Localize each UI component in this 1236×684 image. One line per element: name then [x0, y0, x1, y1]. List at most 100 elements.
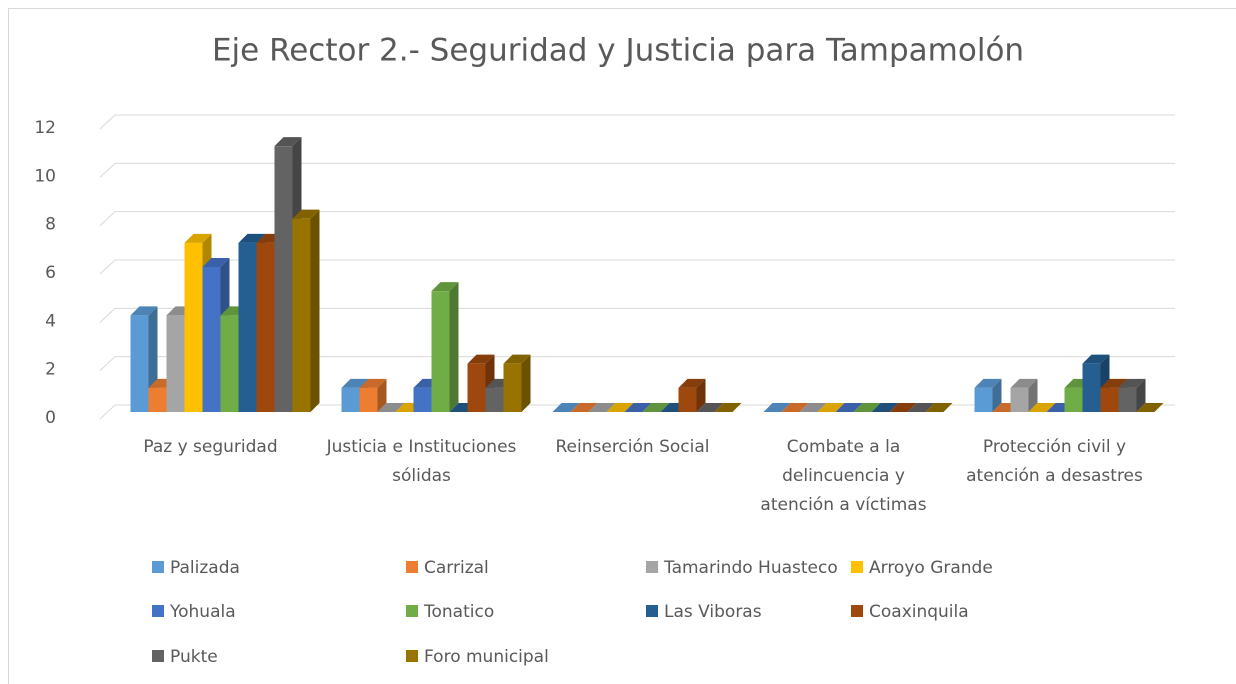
- bar-front: [256, 242, 275, 412]
- legend-swatch: [406, 561, 418, 573]
- x-tick-label: Paz y seguridad: [143, 437, 278, 457]
- bar-front: [413, 387, 432, 412]
- bar-front: [341, 387, 360, 412]
- bar-front: [292, 218, 311, 412]
- bar-front: [1082, 363, 1101, 412]
- bar-top: [1136, 403, 1164, 412]
- y-tick-label: 0: [45, 408, 56, 428]
- bar-front: [1064, 387, 1083, 412]
- bar-top: [130, 306, 158, 316]
- bar-front: [431, 291, 450, 412]
- bar-front: [202, 267, 221, 412]
- bar: [678, 378, 706, 412]
- bar: [431, 282, 459, 412]
- bar-top: [1082, 354, 1110, 364]
- bar-front: [238, 242, 257, 412]
- bar: [1010, 378, 1038, 412]
- bar-side: [521, 354, 531, 412]
- legend-label: Yohuala: [169, 602, 236, 622]
- legend-swatch: [851, 605, 863, 617]
- legend-label: Carrizal: [424, 558, 489, 578]
- legend-label: Palizada: [170, 558, 240, 578]
- x-tick-label: Protección civil y atención a desastres: [966, 437, 1143, 486]
- bar-front: [485, 387, 504, 412]
- bar-top: [184, 233, 212, 243]
- bar-top: [974, 378, 1002, 388]
- legend-swatch: [406, 650, 418, 662]
- bar-front: [678, 387, 697, 412]
- legend-label: Pukte: [170, 647, 218, 667]
- bar-front: [1118, 387, 1137, 412]
- bar-front: [130, 315, 149, 412]
- grid-line: [99, 211, 1175, 227]
- y-tick-label: 10: [34, 166, 56, 186]
- chart-border: [8, 8, 1236, 684]
- y-tick-label: 6: [45, 263, 56, 283]
- bar: [714, 403, 742, 412]
- bar: [292, 209, 320, 412]
- bar: [925, 403, 953, 412]
- legend-swatch: [152, 605, 164, 617]
- bar-front: [166, 315, 185, 412]
- bar: [1136, 403, 1164, 412]
- bar-top: [274, 137, 302, 147]
- chart-title: Eje Rector 2.- Seguridad y Justicia para…: [212, 33, 1024, 69]
- legend-label: Las Viboras: [664, 602, 762, 622]
- bar-front: [184, 242, 203, 412]
- bar-front: [274, 146, 293, 412]
- grid-line: [99, 307, 1175, 323]
- legend-label: Foro municipal: [424, 647, 549, 667]
- y-tick-label: 4: [45, 311, 56, 331]
- legend-swatch: [152, 561, 164, 573]
- grid-line: [99, 114, 1175, 130]
- bar-front: [503, 363, 522, 412]
- bar-top: [925, 403, 953, 412]
- bar-top: [359, 378, 387, 388]
- legend-swatch: [646, 605, 658, 617]
- legend-label: Arroyo Grande: [869, 558, 993, 578]
- y-tick-label: 12: [34, 118, 56, 138]
- bar-front: [359, 387, 378, 412]
- bar-front: [148, 387, 167, 412]
- bar-top: [292, 209, 320, 219]
- bar-side: [377, 378, 387, 412]
- bar-front: [974, 387, 993, 412]
- y-tick-label: 2: [45, 360, 56, 380]
- bar-top: [431, 282, 459, 292]
- bar-side: [696, 378, 706, 412]
- bar-front: [220, 315, 239, 412]
- bar: [359, 378, 387, 412]
- bar-top: [1010, 378, 1038, 388]
- x-tick-label: Reinserción Social: [555, 437, 710, 457]
- x-tick-label: Justicia e Instituciones sólidas: [326, 437, 517, 486]
- bar-front: [467, 363, 486, 412]
- legend-swatch: [406, 605, 418, 617]
- bar-side: [1028, 378, 1038, 412]
- grid-line: [99, 356, 1175, 372]
- legend-swatch: [851, 561, 863, 573]
- bar: [1118, 378, 1146, 412]
- bar: [503, 354, 531, 412]
- bar-top: [467, 354, 495, 364]
- bar-top: [202, 258, 230, 267]
- bar: [974, 378, 1002, 412]
- bar-top: [678, 378, 706, 388]
- legend-label: Tonatico: [423, 602, 494, 622]
- bar-top: [503, 354, 531, 364]
- grid-line: [99, 162, 1175, 178]
- legend-swatch: [646, 561, 658, 573]
- bar-front: [1010, 387, 1029, 412]
- legend-label: Tamarindo Huasteco: [663, 558, 838, 578]
- legend-swatch: [152, 650, 164, 662]
- x-tick-label: Combate a la delincuencia y atención a v…: [760, 437, 927, 515]
- grid-line: [99, 259, 1175, 275]
- bar-side: [310, 209, 320, 412]
- bar-top: [714, 403, 742, 412]
- bar-front: [1100, 387, 1119, 412]
- legend-label: Coaxinquila: [869, 602, 969, 622]
- bar-top: [1118, 378, 1146, 388]
- bar-side: [992, 378, 1002, 412]
- bar-side: [1136, 378, 1146, 412]
